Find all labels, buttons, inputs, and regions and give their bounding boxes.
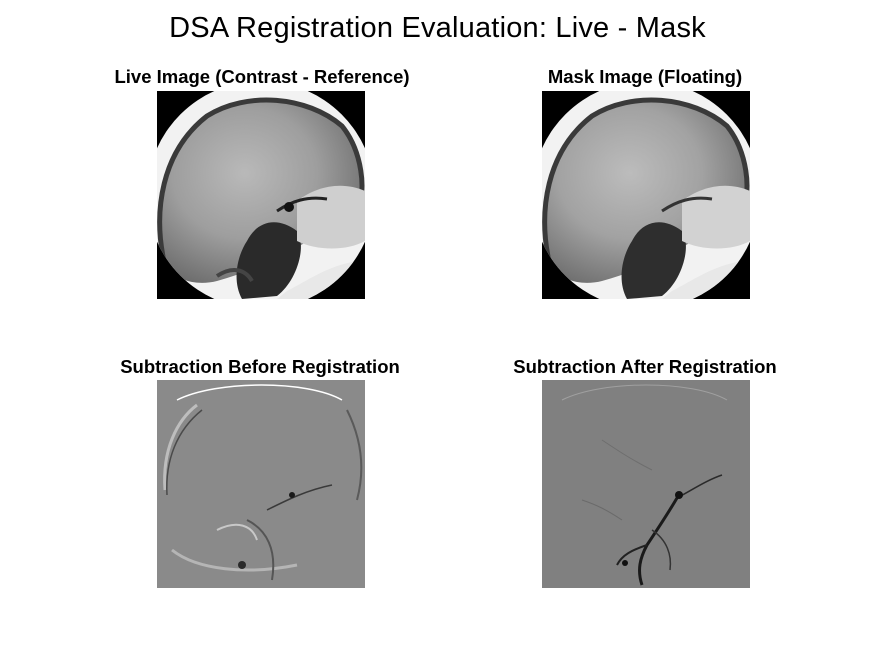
panel-title-subtraction-before: Subtraction Before Registration: [120, 356, 400, 377]
panel-title-mask: Mask Image (Floating): [547, 66, 743, 87]
live-image: [157, 91, 365, 299]
panel-title-subtraction-after: Subtraction After Registration: [513, 356, 777, 377]
panel-title-live: Live Image (Contrast - Reference): [114, 66, 410, 87]
figure-title: DSA Registration Evaluation: Live - Mask: [169, 12, 706, 44]
mask-image: [542, 91, 750, 299]
subtraction-after-image: [542, 380, 750, 588]
subtraction-before-image: [157, 380, 365, 588]
